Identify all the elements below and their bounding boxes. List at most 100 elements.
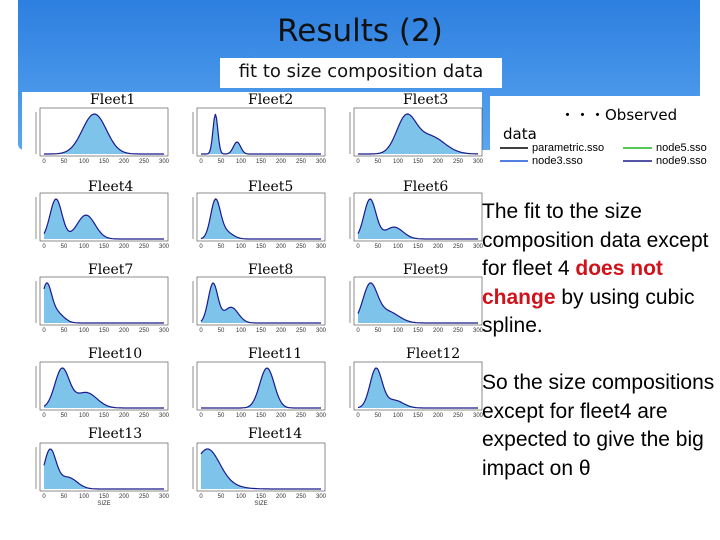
x-tick-label: 200 — [119, 244, 130, 250]
plot-frame — [196, 442, 326, 492]
x-tick-label: 100 — [236, 159, 247, 165]
observed-area — [201, 368, 321, 408]
subtitle: fit to size composition data — [238, 61, 484, 82]
x-tick-label: 50 — [61, 494, 68, 500]
x-tick-label: 250 — [453, 244, 464, 250]
x-tick-label: 300 — [159, 244, 170, 250]
x-tick-label: 300 — [159, 413, 170, 419]
legend-observed-cont: data — [503, 125, 537, 143]
x-tick-label: 100 — [236, 328, 247, 334]
x-tick-label: 300 — [316, 494, 327, 500]
x-tick-label: 150 — [99, 328, 110, 334]
x-tick-label: 200 — [433, 244, 444, 250]
fleet-label: Fleet7 — [88, 262, 134, 278]
x-tick-label: 0 — [356, 328, 360, 334]
x-tick-label: 200 — [433, 413, 444, 419]
x-tick-label: 250 — [139, 244, 150, 250]
x-tick-label: 150 — [99, 494, 110, 500]
x-tick-label: 100 — [393, 328, 404, 334]
x-tick-label: 100 — [79, 328, 90, 334]
paragraph-1: The fit to the size composition data exc… — [482, 198, 717, 341]
x-tick-label: 200 — [276, 328, 287, 334]
legend-lines: parametric.sso node5.sso node3.sso node9… — [500, 142, 707, 167]
x-tick-label: 250 — [453, 328, 464, 334]
x-tick-label: 50 — [61, 328, 68, 334]
x-tick-label: 50 — [218, 159, 225, 165]
x-tick-label: 150 — [413, 244, 424, 250]
x-tick-label: 100 — [79, 494, 90, 500]
fit-line — [200, 282, 321, 324]
x-tick-label: 50 — [375, 328, 382, 334]
fleet-label: Fleet12 — [406, 346, 461, 362]
x-tick-label: 250 — [453, 413, 464, 419]
x-tick-label: 150 — [256, 328, 267, 334]
x-tick-label: 250 — [296, 494, 307, 500]
plot-frame — [353, 192, 483, 242]
x-tick-label: 200 — [276, 413, 287, 419]
fleet-label: Fleet1 — [90, 92, 136, 108]
plot-frame — [353, 276, 483, 326]
x-tick-label: 0 — [356, 244, 360, 250]
legend-entry: parametric.sso — [532, 142, 604, 154]
observed-area — [201, 199, 321, 239]
x-tick-label: 50 — [218, 244, 225, 250]
fit-line — [44, 113, 164, 155]
x-tick-label: 150 — [413, 413, 424, 419]
x-tick-label: 150 — [256, 413, 267, 419]
x-tick-label: 100 — [79, 159, 90, 165]
x-tick-label: 0 — [199, 159, 203, 165]
plot-frame — [39, 361, 169, 411]
x-tick-label: 250 — [296, 413, 307, 419]
x-tick-label: 150 — [256, 494, 267, 500]
fleet-label: Fleet13 — [88, 426, 143, 442]
x-tick-label: 300 — [159, 328, 170, 334]
legend-observed: ・・・Observed — [560, 106, 678, 124]
x-tick-label: 0 — [42, 328, 46, 334]
x-tick-label: 100 — [393, 159, 404, 165]
fit-line — [43, 448, 164, 490]
x-tick-label: 250 — [139, 413, 150, 419]
plot-frame — [39, 192, 169, 242]
plot-frame — [39, 276, 169, 326]
x-tick-label: 300 — [473, 328, 484, 334]
x-tick-label: 50 — [61, 413, 68, 419]
x-tick-label: 250 — [139, 159, 150, 165]
legend-entry: node5.sso — [656, 142, 707, 154]
fit-line — [43, 282, 164, 324]
x-tick-label: 0 — [199, 494, 203, 500]
plot-frame — [196, 276, 326, 326]
observed-area — [201, 114, 321, 154]
x-tick-label: 100 — [79, 244, 90, 250]
x-axis-label: SIZE — [254, 501, 267, 507]
x-tick-label: 300 — [316, 244, 327, 250]
x-tick-label: 0 — [356, 159, 360, 165]
x-axis-label: SIZE — [97, 501, 110, 507]
fleet-label: Fleet3 — [403, 92, 449, 108]
x-tick-label: 250 — [139, 494, 150, 500]
fleet-label: Fleet14 — [248, 426, 303, 442]
x-tick-label: 200 — [119, 413, 130, 419]
x-tick-label: 100 — [79, 413, 90, 419]
x-tick-label: 50 — [61, 159, 68, 165]
fleet-label: Fleet11 — [248, 346, 303, 362]
observed-area — [44, 368, 164, 408]
x-tick-label: 250 — [453, 159, 464, 165]
x-tick-label: 200 — [433, 159, 444, 165]
x-tick-label: 50 — [218, 328, 225, 334]
fit-line — [43, 198, 164, 240]
x-tick-label: 250 — [139, 328, 150, 334]
fleet-label: Fleet2 — [248, 92, 294, 108]
x-tick-label: 250 — [296, 244, 307, 250]
fit-line — [357, 367, 478, 409]
observed-area — [358, 199, 478, 239]
paragraph-2: So the size compositions except for flee… — [482, 371, 715, 480]
legend-entry: node3.sso — [532, 155, 583, 167]
fit-line — [200, 448, 321, 490]
x-tick-label: 50 — [375, 413, 382, 419]
observed-area — [201, 283, 321, 323]
x-tick-label: 50 — [218, 413, 225, 419]
x-tick-label: 0 — [199, 328, 203, 334]
observed-area — [44, 449, 164, 489]
text: The fit to the size composition data exc… — [482, 200, 709, 280]
